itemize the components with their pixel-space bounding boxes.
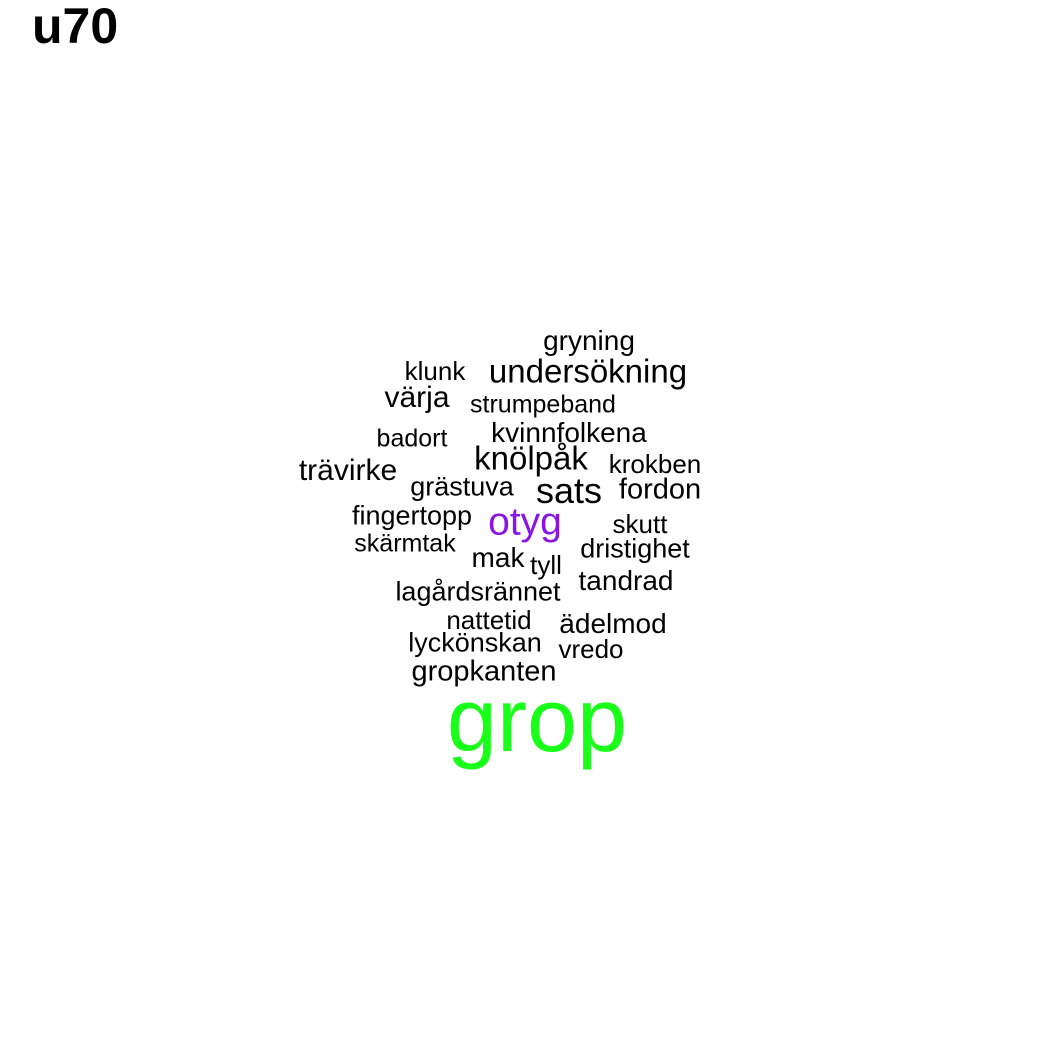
word-lagardsrannet: lagårdsrännet xyxy=(395,576,561,607)
word-fingertopp: fingertopp xyxy=(351,500,473,531)
word-strumpeband: strumpeband xyxy=(470,390,616,419)
word-adelmod: ädelmod xyxy=(559,608,667,639)
word-fordon: fordon xyxy=(618,473,702,506)
word-grastuva: grästuva xyxy=(410,471,514,502)
word-sats: sats xyxy=(535,470,603,511)
word-grop: grop xyxy=(446,671,628,771)
word-undersokning: undersökning xyxy=(488,352,688,390)
word-lyckonskan: lyckönskan xyxy=(408,627,542,658)
word-skarmtak: skärmtak xyxy=(354,529,456,558)
word-krokben: krokben xyxy=(608,449,702,479)
word-mak: mak xyxy=(471,542,525,573)
word-skutt: skutt xyxy=(612,509,668,539)
word-dristighet: dristighet xyxy=(580,533,690,564)
word-otyg: otyg xyxy=(488,500,562,544)
word-travirke: trävirke xyxy=(298,454,398,487)
word-tandrad: tandrad xyxy=(578,565,674,596)
word-vredo: vredo xyxy=(558,634,624,664)
word-nattetid: nattetid xyxy=(446,605,532,635)
word-badort: badort xyxy=(376,424,448,453)
word-gropkanten: gropkanten xyxy=(411,655,557,688)
word-varja: värja xyxy=(384,381,450,414)
word-klunk: klunk xyxy=(404,356,466,386)
word-kvinnfolkena: kvinnfolkena xyxy=(491,417,647,448)
word-knolpak: knölpåk xyxy=(474,439,588,477)
word-tyll: tyll xyxy=(530,550,562,580)
plot-title: u70 xyxy=(32,0,119,54)
word-gryning: gryning xyxy=(543,325,635,356)
